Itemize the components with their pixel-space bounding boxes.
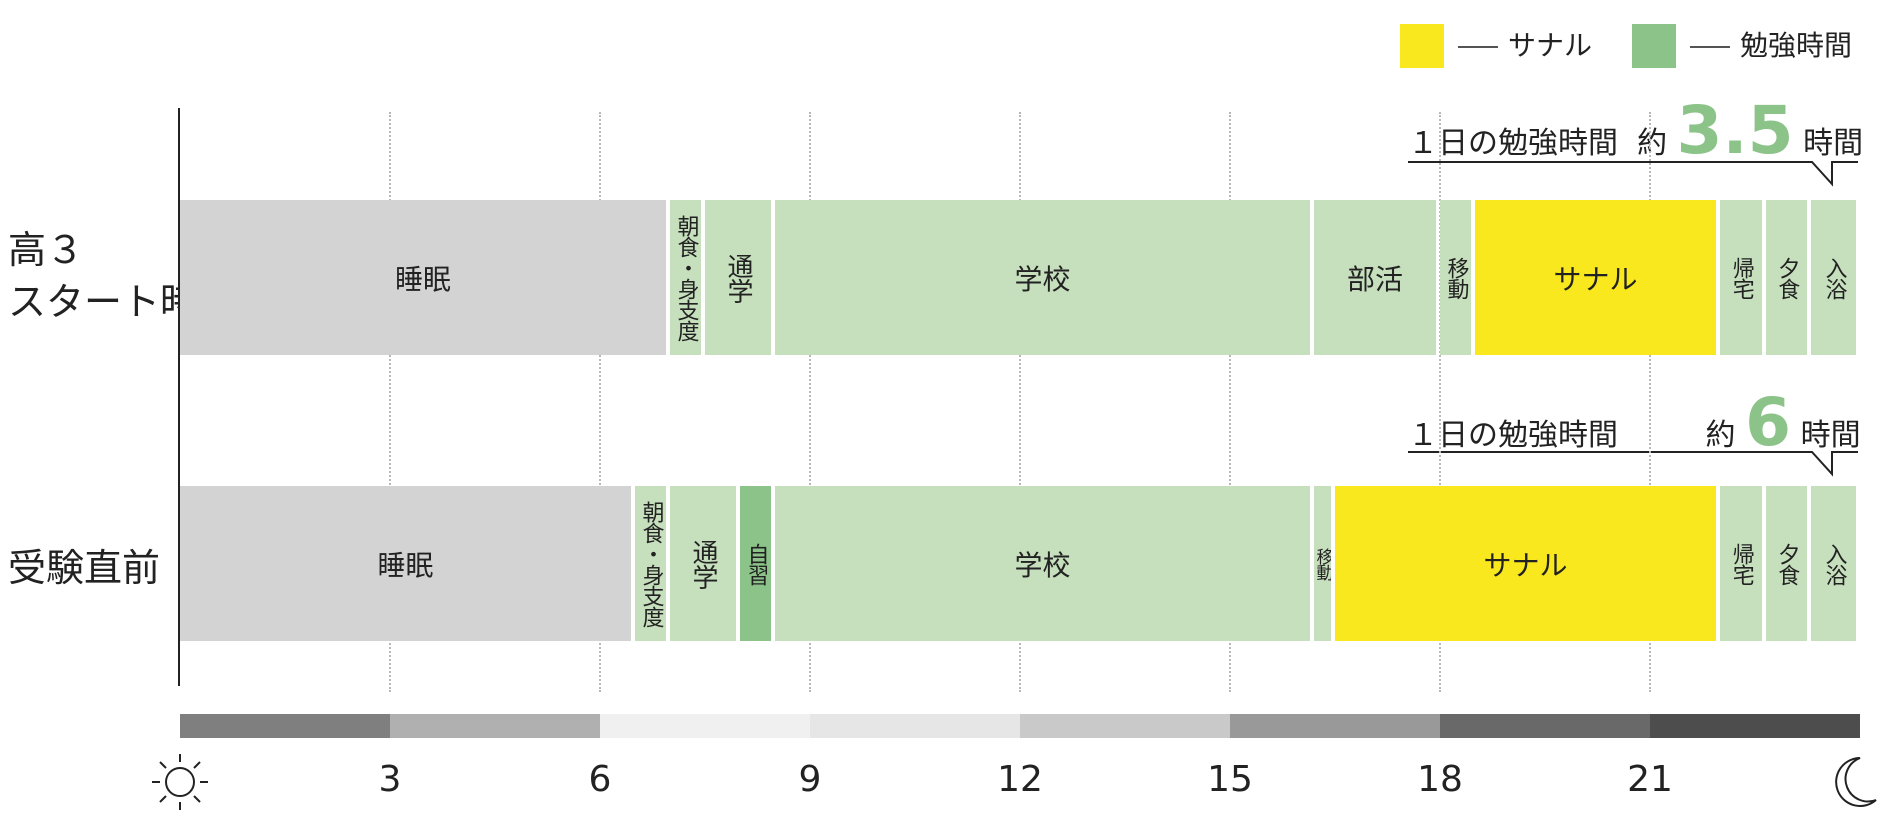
time-band: [1020, 714, 1230, 738]
row-label-exam: 受験直前: [8, 546, 161, 590]
legend-label-sanaru: サナル: [1458, 24, 1592, 68]
time-band: [1230, 714, 1440, 738]
segment-exam-4: 学校: [775, 486, 1310, 641]
time-band: [390, 714, 600, 738]
gridline: [1439, 112, 1441, 692]
x-tick-label: 12: [997, 759, 1043, 800]
segment-start-5: 移動: [1440, 200, 1471, 355]
legend-swatch-study: [1632, 24, 1676, 68]
segment-exam-5: 移動: [1314, 486, 1331, 641]
x-tick-label: 3: [378, 759, 402, 800]
callout-study-hours-start: １日の勉強時間 約 3.5 時間: [1408, 92, 1864, 169]
segment-start-2: 通学: [705, 200, 771, 355]
row-label-start: 高３ スタート時: [8, 228, 199, 324]
gridline: [599, 112, 601, 692]
segment-exam-9: 入浴: [1811, 486, 1856, 641]
segment-start-9: 入浴: [1811, 200, 1856, 355]
y-axis-line: [178, 108, 180, 686]
time-band: [600, 714, 810, 738]
gridline: [1229, 112, 1231, 692]
legend-swatch-sanaru: [1400, 24, 1444, 68]
segment-start-1: 朝食・身支度: [670, 200, 701, 355]
segment-exam-8: 夕食: [1765, 486, 1807, 641]
segment-start-3: 学校: [775, 200, 1310, 355]
x-tick-label: 21: [1627, 759, 1673, 800]
time-band: [1440, 714, 1650, 738]
segment-start-4: 部活: [1314, 200, 1436, 355]
segment-exam-6: サナル: [1335, 486, 1716, 641]
sun-icon: [152, 754, 208, 810]
segment-start-0: 睡眠: [180, 200, 666, 355]
gridline: [1019, 112, 1021, 692]
moon-icon: [1835, 757, 1877, 807]
segment-exam-2: 通学: [670, 486, 736, 641]
callout-study-hours-exam: １日の勉強時間 約 6 時間: [1408, 384, 1861, 461]
time-band: [180, 714, 390, 738]
segment-start-6: サナル: [1475, 200, 1716, 355]
gridline: [1649, 112, 1651, 692]
x-tick-label: 15: [1207, 759, 1253, 800]
segment-start-7: 帰宅: [1720, 200, 1762, 355]
segment-start-8: 夕食: [1765, 200, 1807, 355]
x-tick-label: 18: [1417, 759, 1463, 800]
gridline: [809, 112, 811, 692]
segment-exam-1: 朝食・身支度: [635, 486, 666, 641]
legend-label-study: 勉強時間: [1690, 24, 1852, 68]
x-tick-label: 9: [798, 759, 822, 800]
time-band: [1650, 714, 1860, 738]
time-band: [810, 714, 1020, 738]
segment-exam-3: 自習: [740, 486, 771, 641]
segment-exam-0: 睡眠: [180, 486, 631, 641]
segment-exam-7: 帰宅: [1720, 486, 1762, 641]
x-tick-label: 6: [588, 759, 612, 800]
gridline: [389, 112, 391, 692]
